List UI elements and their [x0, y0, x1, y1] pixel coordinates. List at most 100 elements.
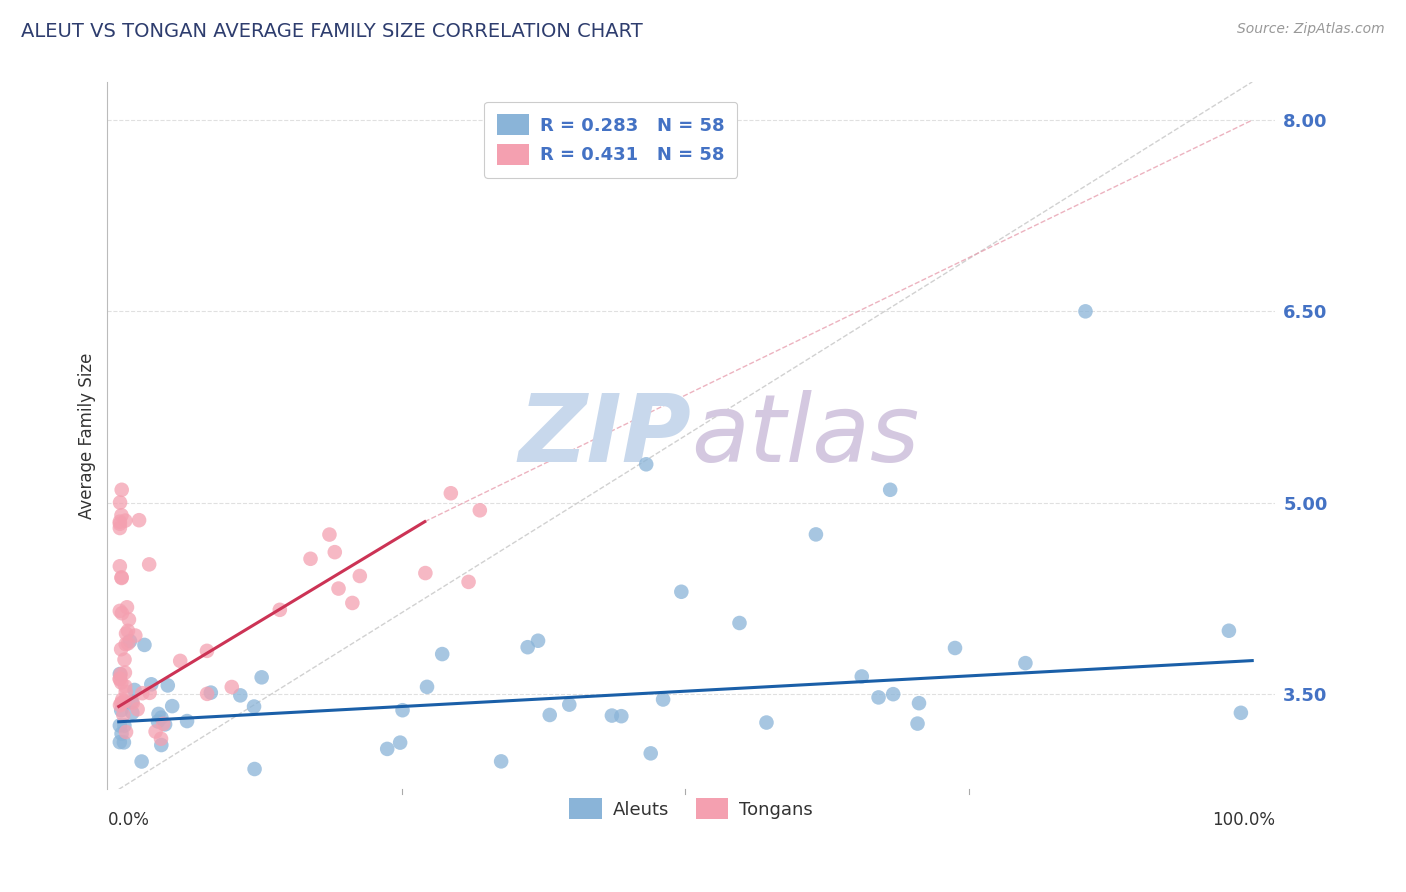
Point	[108, 521, 131, 535]
Point	[640, 747, 662, 761]
Point	[195, 687, 218, 701]
Point	[121, 696, 143, 710]
Point	[115, 600, 138, 615]
Point	[108, 495, 131, 509]
Point	[111, 483, 134, 497]
Point	[1218, 624, 1240, 638]
Point	[121, 706, 143, 720]
Point	[112, 718, 135, 732]
Point	[114, 685, 136, 699]
Point	[195, 644, 218, 658]
Point	[176, 714, 198, 728]
Point	[851, 669, 873, 683]
Point	[229, 689, 252, 703]
Point	[299, 551, 322, 566]
Point	[115, 626, 138, 640]
Point	[416, 680, 439, 694]
Point	[150, 711, 173, 725]
Point	[440, 486, 463, 500]
Point	[110, 667, 132, 681]
Point	[323, 545, 346, 559]
Point	[148, 706, 170, 721]
Point	[250, 670, 273, 684]
Point	[489, 755, 512, 769]
Point	[804, 527, 827, 541]
Point	[375, 742, 398, 756]
Point	[124, 682, 146, 697]
Point	[110, 570, 132, 584]
Point	[153, 717, 176, 731]
Point	[131, 755, 153, 769]
Point	[169, 654, 191, 668]
Point	[121, 695, 143, 709]
Point	[389, 736, 412, 750]
Point	[114, 652, 136, 666]
Point	[610, 709, 633, 723]
Point	[1014, 656, 1036, 670]
Point	[468, 503, 491, 517]
Point	[108, 735, 131, 749]
Point	[868, 690, 890, 705]
Point	[138, 558, 160, 572]
Point	[516, 640, 538, 655]
Point	[342, 596, 364, 610]
Point	[117, 624, 139, 638]
Text: 100.0%: 100.0%	[1212, 811, 1275, 829]
Point	[138, 686, 160, 700]
Point	[636, 458, 658, 472]
Point	[908, 696, 931, 710]
Point	[152, 716, 174, 731]
Point	[110, 696, 132, 710]
Point	[318, 527, 340, 541]
Point	[145, 724, 167, 739]
Point	[269, 603, 291, 617]
Point	[112, 694, 135, 708]
Point	[108, 604, 131, 618]
Point	[108, 698, 131, 712]
Point	[150, 738, 173, 752]
Point	[200, 685, 222, 699]
Point	[728, 615, 751, 630]
Point	[457, 574, 479, 589]
Point	[1074, 304, 1097, 318]
Point	[907, 716, 929, 731]
Point	[108, 515, 131, 529]
Point	[671, 584, 693, 599]
Legend: Aleuts, Tongans: Aleuts, Tongans	[562, 791, 820, 826]
Point	[118, 613, 141, 627]
Text: 0.0%: 0.0%	[107, 811, 149, 829]
Point	[128, 513, 150, 527]
Point	[141, 677, 163, 691]
Point	[114, 514, 136, 528]
Point	[108, 559, 131, 574]
Point	[110, 727, 132, 741]
Point	[131, 686, 153, 700]
Point	[538, 708, 561, 723]
Point	[600, 708, 623, 723]
Point	[150, 731, 173, 746]
Point	[120, 826, 142, 840]
Point	[108, 672, 131, 686]
Point	[110, 642, 132, 657]
Point	[755, 715, 778, 730]
Point	[349, 569, 371, 583]
Point	[124, 628, 146, 642]
Point	[328, 582, 350, 596]
Point	[127, 702, 149, 716]
Text: Source: ZipAtlas.com: Source: ZipAtlas.com	[1237, 22, 1385, 37]
Point	[882, 687, 904, 701]
Point	[1230, 706, 1253, 720]
Point	[114, 665, 136, 680]
Point	[432, 647, 454, 661]
Point	[108, 667, 131, 681]
Point	[118, 634, 141, 648]
Point	[527, 633, 550, 648]
Point	[111, 606, 134, 620]
Point	[156, 678, 179, 692]
Point	[114, 637, 136, 651]
Point	[108, 673, 131, 687]
Point	[110, 703, 132, 717]
Point	[114, 679, 136, 693]
Point	[558, 698, 581, 712]
Point	[110, 508, 132, 523]
